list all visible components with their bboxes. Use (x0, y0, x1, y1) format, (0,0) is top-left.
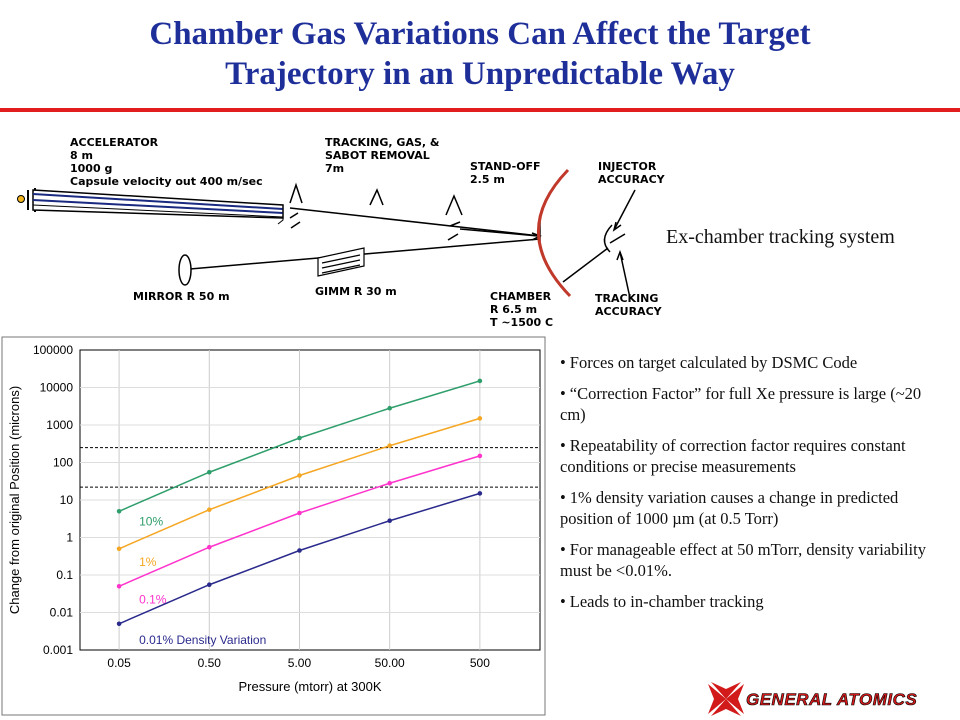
y-tick-label: 1000 (46, 418, 73, 432)
sabot-removal-marks (289, 182, 541, 241)
title-line-1: Chamber Gas Variations Can Affect the Ta… (149, 16, 811, 52)
gimm-label: GIMM R 30 m (315, 285, 397, 298)
y-axis-label: Change from original Position (microns) (7, 386, 22, 614)
series-label: 1% (139, 555, 157, 569)
data-point (477, 378, 483, 384)
accuracy-marks (562, 189, 636, 299)
x-tick-label: 0.05 (107, 656, 131, 670)
bullet-item: • 1% density variation causes a change in… (560, 488, 899, 528)
y-tick-labels: 0.001 0.01 0.1 1 10 100 1000 10000 100000 (33, 343, 73, 657)
data-point (297, 548, 302, 553)
data-point (297, 435, 302, 441)
series-label: 10% (139, 514, 163, 528)
data-point (387, 443, 392, 449)
slide-title: Chamber Gas Variations Can Affect the Ta… (0, 14, 960, 94)
series-layer: 10% 1% 0.1% 0.01% Density Variation (116, 378, 483, 647)
y-tick-label: 0.01 (50, 606, 74, 620)
logo-text: GENERAL ATOMICS (746, 690, 917, 709)
accelerator-label: ACCELERATOR 8 m 1000 g Capsule velocity … (70, 136, 263, 188)
data-point (116, 621, 122, 627)
chamber-wall (537, 168, 572, 298)
tracking-accuracy-label: TRACKING ACCURACY (595, 292, 663, 318)
y-gridlines (80, 387, 540, 613)
data-point (387, 518, 392, 524)
data-point (297, 473, 302, 478)
data-point (206, 469, 212, 475)
target-injection-diagram: ACCELERATOR 8 m 1000 g Capsule velocity … (17, 136, 666, 329)
mirror-shape (178, 254, 192, 286)
injector-accuracy-label: INJECTOR ACCURACY (598, 160, 666, 186)
bullet-item: • Repeatability of correction factor requ… (560, 436, 906, 476)
x-tick-label: 5.00 (288, 656, 312, 670)
position-change-chart: 10% 1% 0.1% 0.01% Density Variation 0.05 0.5… (1, 336, 546, 716)
data-point (116, 546, 122, 552)
tracking-gas-label: TRACKING, GAS, & SABOT REMOVAL 7m (325, 136, 443, 175)
y-tick-label: 100000 (33, 343, 73, 357)
y-tick-label: 1 (66, 531, 73, 545)
data-point (387, 480, 392, 486)
atom-mark-icon (708, 682, 744, 716)
data-point (387, 405, 392, 411)
y-tick-label: 0.1 (56, 568, 73, 582)
mirror-label: MIRROR R 50 m (133, 290, 230, 303)
data-point (477, 416, 483, 421)
title-divider (0, 108, 960, 112)
y-tick-label: 100 (53, 456, 73, 470)
y-tick-label: 10000 (40, 381, 74, 395)
chamber-label: CHAMBER R 6.5 m T ~1500 C (490, 290, 555, 329)
data-point (206, 507, 212, 513)
standoff-label: STAND-OFF 2.5 m (470, 160, 544, 186)
general-atomics-logo: GENERAL ATOMICS (708, 682, 917, 716)
series-label: 0.1% (139, 592, 167, 606)
data-point (206, 544, 212, 550)
bullet-item: • “Correction Factor” for full Xe pressur… (560, 384, 922, 424)
data-point (477, 491, 483, 496)
x-tick-label: 50.00 (375, 656, 405, 670)
x-tick-label: 0.50 (198, 656, 222, 670)
accelerator-tube (17, 188, 284, 225)
trajectory-lines (189, 207, 542, 270)
x-axis-label: Pressure (mtorr) at 300K (238, 679, 381, 694)
bullet-list: • Forces on target calculated by DSMC Cod… (560, 352, 950, 622)
reference-lines (80, 447, 540, 488)
ex-chamber-tracking-label: Ex-chamber tracking system (666, 226, 895, 248)
data-point (116, 583, 122, 589)
data-point (297, 510, 302, 516)
series-label: 0.01% Density Variation (139, 633, 266, 647)
y-tick-label: 0.001 (43, 643, 73, 657)
title-line-2: Trajectory in an Unpredictable Way (225, 56, 735, 92)
data-point (477, 453, 483, 459)
x-tick-labels: 0.05 0.50 5.00 50.00 500 (107, 656, 490, 670)
bullet-item: • Forces on target calculated by DSMC Cod… (560, 353, 858, 372)
y-tick-label: 10 (60, 493, 74, 507)
bullet-item: • For manageable effect at 50 mTorr, dens… (560, 540, 926, 580)
bullet-item: • Leads to in-chamber tracking (560, 592, 764, 611)
gimm-shape (317, 247, 365, 277)
data-point (116, 508, 122, 514)
x-tick-label: 500 (470, 656, 490, 670)
data-point (206, 582, 212, 588)
